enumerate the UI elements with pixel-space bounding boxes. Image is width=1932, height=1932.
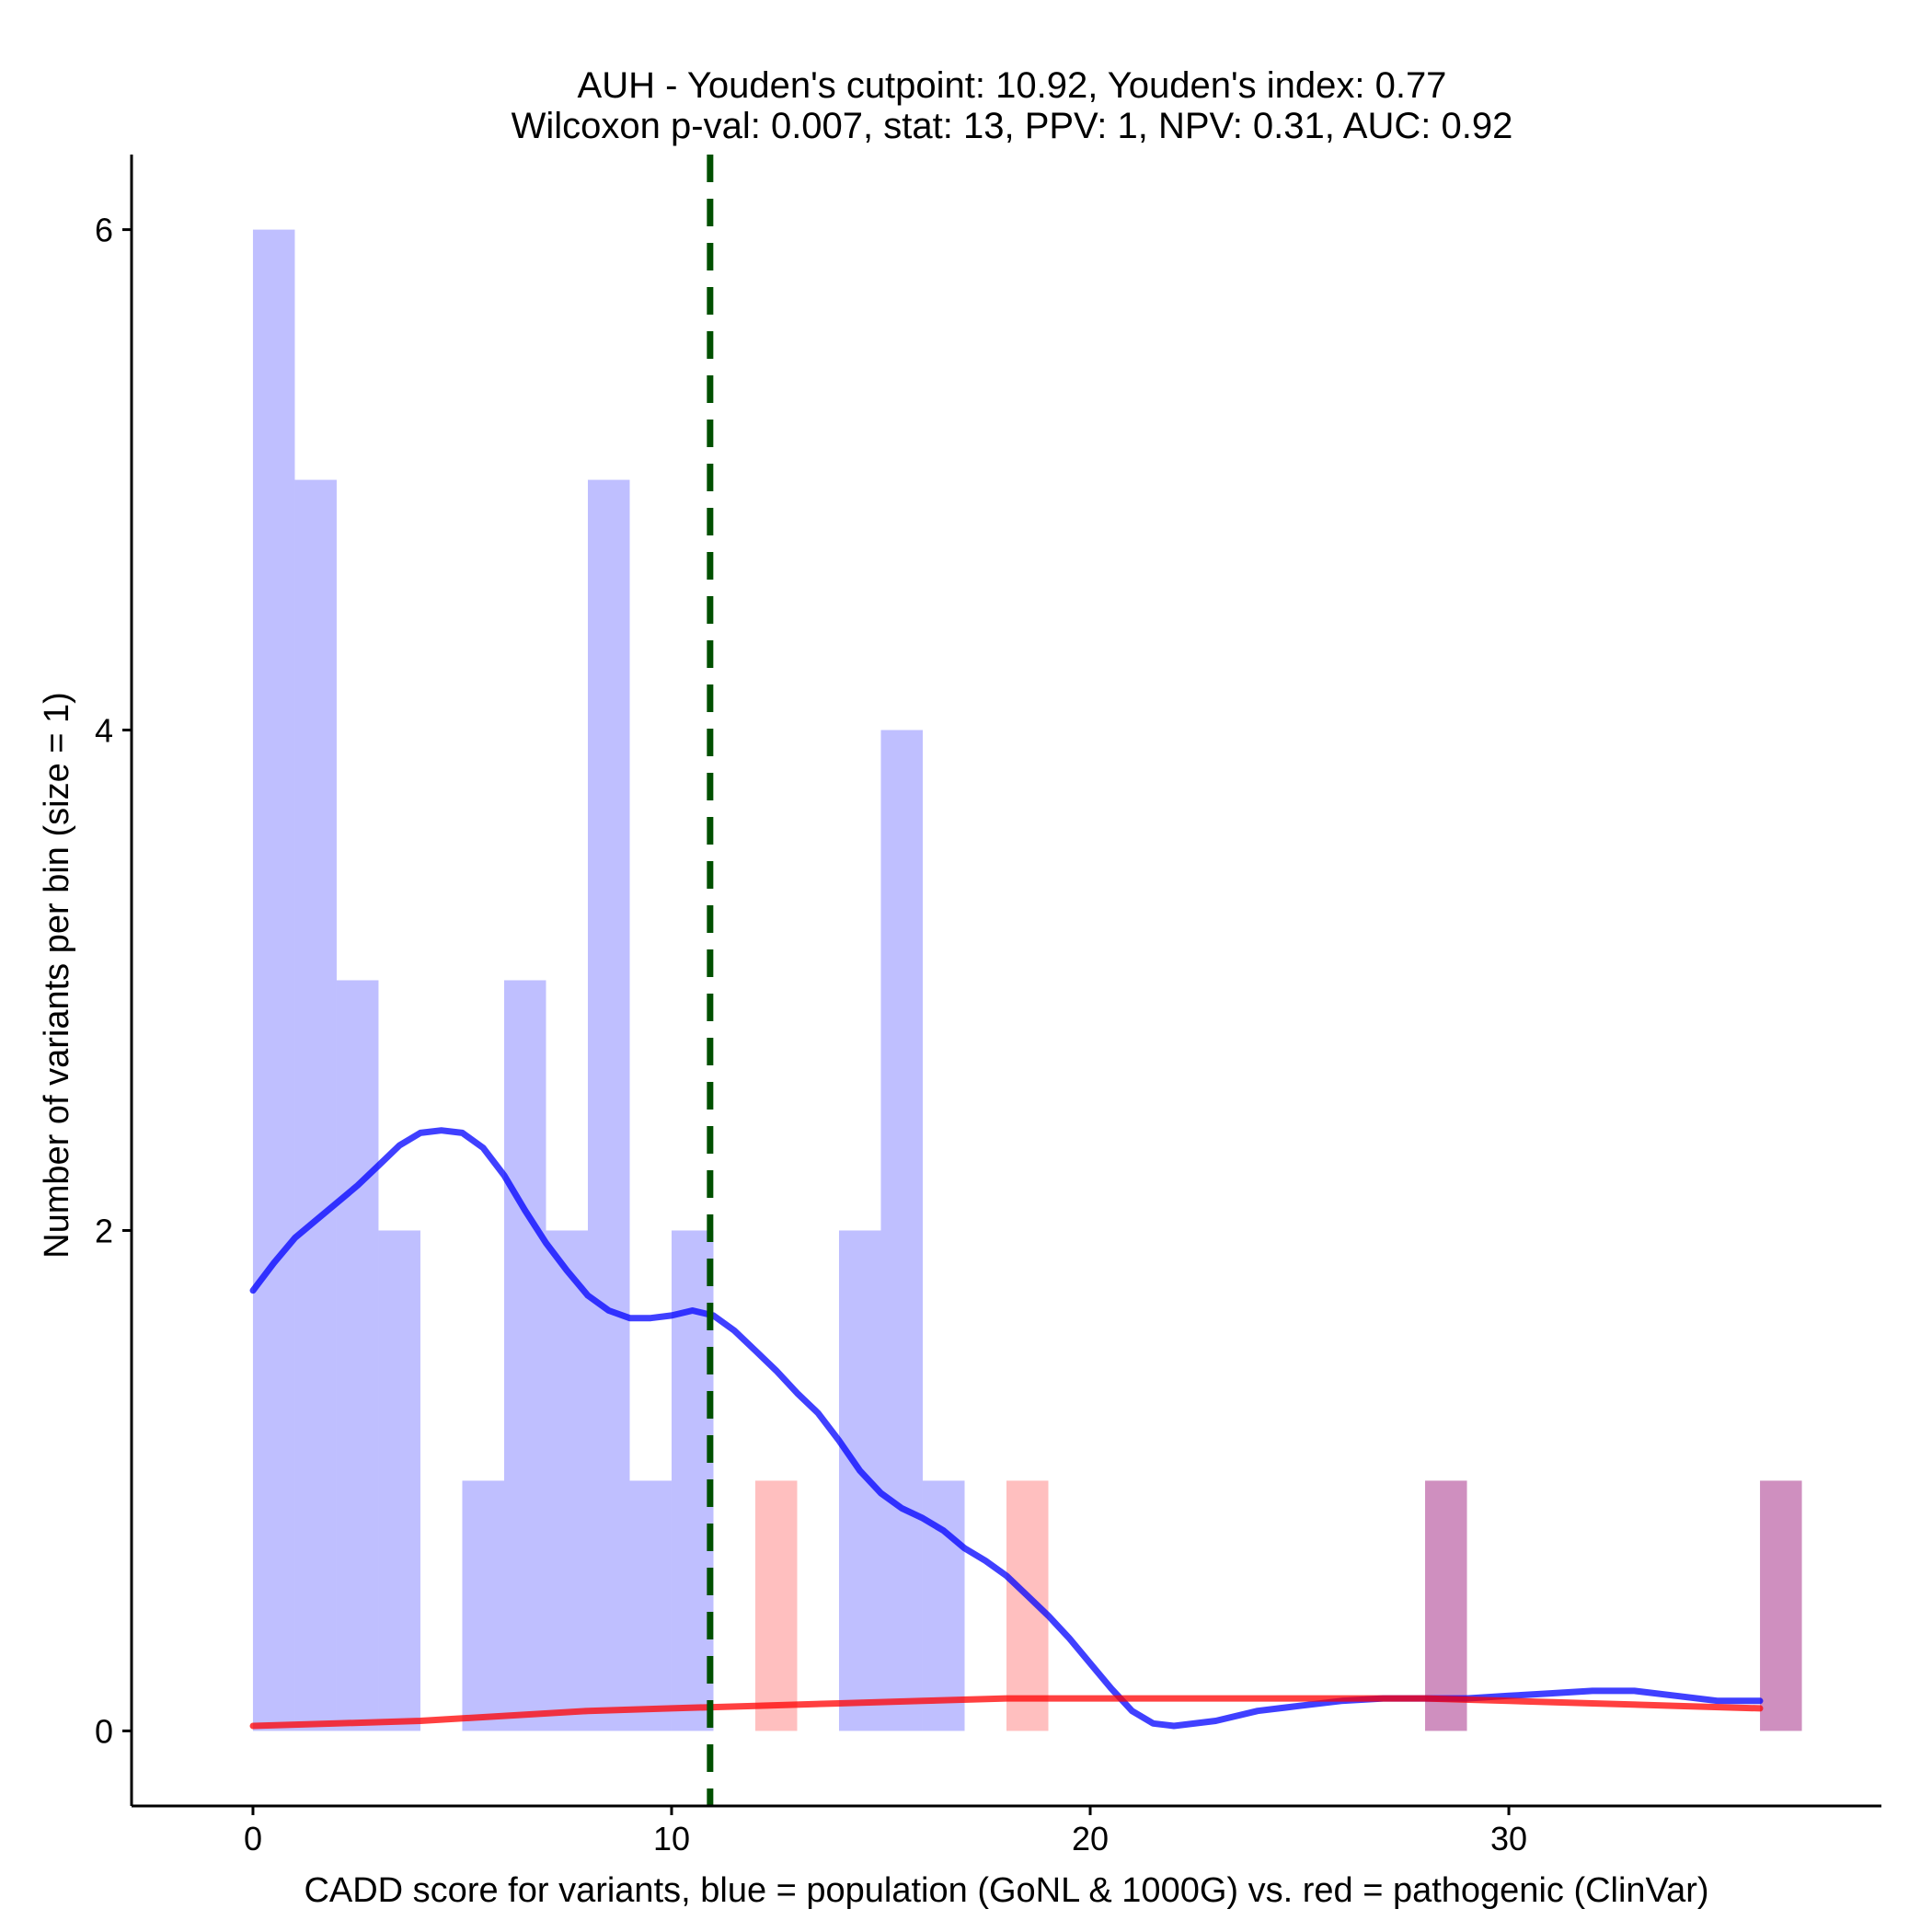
population-bar-9: [629, 1480, 672, 1731]
population-bar-7: [546, 1230, 588, 1731]
y-axis-label: Number of variants per bin (size = 1): [38, 692, 76, 1259]
population-bar-14: [838, 1230, 881, 1731]
pathogenic-density-curve: [249, 1695, 1764, 1730]
population-bar-15: [880, 730, 923, 1731]
pathogenic-bar-36: [1760, 1480, 1802, 1731]
x-tick-label-20: 20: [1072, 1820, 1109, 1857]
population-bar-1: [294, 479, 337, 1731]
population-bar-2: [336, 980, 379, 1731]
population-bar-28: [1425, 1480, 1467, 1731]
y-tick-label-4: 4: [95, 712, 113, 750]
y-tick-label-2: 2: [95, 1212, 113, 1249]
x-tick-label-10: 10: [653, 1820, 690, 1857]
x-tick-label-30: 30: [1490, 1820, 1527, 1857]
pathogenic-bar-28: [1425, 1480, 1467, 1731]
chart-title-line-1: AUH - Youden's cutpoint: 10.92, Youden's…: [578, 65, 1447, 106]
population-bar-8: [587, 479, 630, 1731]
y-tick-label-6: 6: [95, 212, 113, 249]
pathogenic-bar-12: [754, 1480, 798, 1731]
population-bar-3: [378, 1230, 420, 1731]
population-histogram: [252, 229, 1802, 1731]
plot-area: [249, 155, 1802, 1806]
population-bar-0: [252, 229, 295, 1731]
axis-ticks: 0 10 20 30 0 2 4 6: [95, 212, 1527, 1857]
x-tick-label-0: 0: [244, 1820, 262, 1857]
y-tick-label-0: 0: [95, 1712, 113, 1750]
x-axis-label: CADD score for variants, blue = populati…: [304, 1871, 1708, 1910]
population-bar-6: [503, 980, 546, 1731]
chart-title-line-2: Wilcoxon p-val: 0.007, stat: 13, PPV: 1,…: [512, 106, 1513, 146]
population-bar-5: [462, 1480, 504, 1731]
population-bar-36: [1760, 1480, 1802, 1731]
